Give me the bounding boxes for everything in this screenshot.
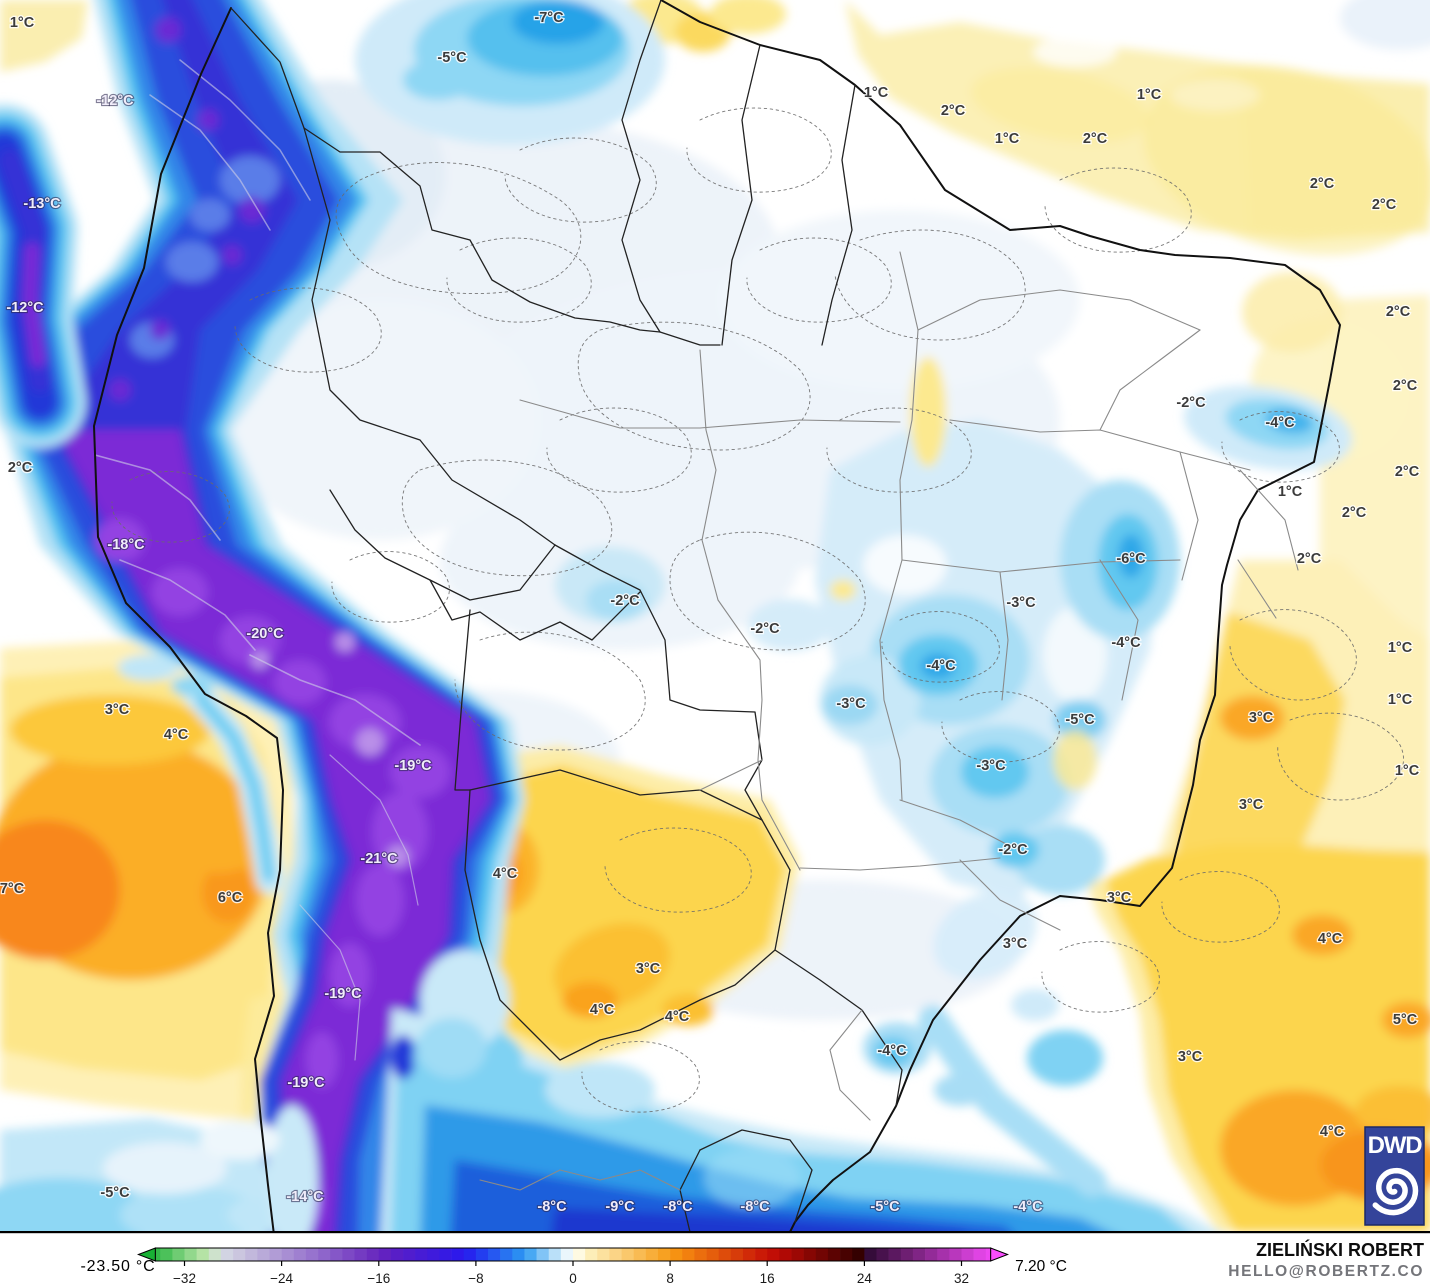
svg-text:3°C: 3°C [636, 961, 661, 977]
svg-text:-2°C: -2°C [610, 593, 640, 609]
svg-text:32: 32 [954, 1271, 969, 1286]
svg-text:1°C: 1°C [995, 131, 1020, 147]
svg-text:0: 0 [569, 1271, 577, 1286]
svg-text:4°C: 4°C [1318, 931, 1343, 947]
svg-text:-3°C: -3°C [1006, 595, 1036, 611]
svg-text:4°C: 4°C [493, 866, 518, 882]
svg-text:2°C: 2°C [1393, 378, 1418, 394]
svg-text:-19°C: -19°C [287, 1075, 325, 1091]
svg-text:1°C: 1°C [1388, 692, 1413, 708]
svg-text:-18°C: -18°C [107, 537, 145, 553]
svg-text:-3°C: -3°C [976, 758, 1006, 774]
svg-text:2°C: 2°C [1395, 464, 1420, 480]
svg-text:3°C: 3°C [1249, 710, 1274, 726]
svg-text:16: 16 [760, 1271, 775, 1286]
svg-text:-4°C: -4°C [926, 658, 956, 674]
svg-text:−8: −8 [468, 1271, 483, 1286]
svg-text:2°C: 2°C [1297, 551, 1322, 567]
svg-text:-14°C: -14°C [286, 1189, 324, 1205]
svg-text:-2°C: -2°C [998, 842, 1028, 858]
svg-text:-2°C: -2°C [1176, 395, 1206, 411]
svg-text:HELLO@ROBERTZ.CO: HELLO@ROBERTZ.CO [1228, 1263, 1424, 1280]
svg-text:2°C: 2°C [1342, 505, 1367, 521]
svg-text:1°C: 1°C [1395, 763, 1420, 779]
svg-text:-6°C: -6°C [1116, 551, 1146, 567]
svg-text:3°C: 3°C [1107, 890, 1132, 906]
svg-text:4°C: 4°C [590, 1002, 615, 1018]
svg-text:8: 8 [666, 1271, 674, 1286]
svg-text:-7°C: -7°C [534, 10, 564, 26]
svg-text:7.20 °C: 7.20 °C [1015, 1258, 1067, 1275]
svg-text:4°C: 4°C [164, 727, 189, 743]
svg-text:-20°C: -20°C [246, 626, 284, 642]
svg-text:2°C: 2°C [1372, 197, 1397, 213]
svg-text:-12°C: -12°C [96, 93, 134, 109]
svg-text:24: 24 [857, 1271, 873, 1286]
svg-text:2°C: 2°C [1310, 176, 1335, 192]
svg-text:4°C: 4°C [1320, 1124, 1345, 1140]
svg-text:7°C: 7°C [0, 881, 25, 897]
svg-text:-21°C: -21°C [360, 851, 398, 867]
svg-text:2°C: 2°C [1083, 131, 1108, 147]
svg-text:1°C: 1°C [1278, 484, 1303, 500]
svg-text:-19°C: -19°C [394, 758, 432, 774]
svg-text:2°C: 2°C [8, 460, 33, 476]
svg-text:−24: −24 [270, 1271, 293, 1286]
svg-text:2°C: 2°C [1386, 304, 1411, 320]
svg-text:-2°C: -2°C [750, 621, 780, 637]
svg-text:-5°C: -5°C [100, 1185, 130, 1201]
svg-text:-4°C: -4°C [1013, 1199, 1043, 1215]
svg-text:-8°C: -8°C [663, 1199, 693, 1215]
svg-text:-4°C: -4°C [877, 1043, 907, 1059]
svg-text:−32: −32 [173, 1271, 196, 1286]
svg-text:-5°C: -5°C [870, 1199, 900, 1215]
svg-text:4°C: 4°C [665, 1009, 690, 1025]
svg-text:-12°C: -12°C [6, 300, 44, 316]
svg-text:1°C: 1°C [10, 15, 35, 31]
svg-text:2°C: 2°C [941, 103, 966, 119]
svg-text:-8°C: -8°C [537, 1199, 567, 1215]
svg-text:3°C: 3°C [1239, 797, 1264, 813]
svg-text:ZIELIŃSKI ROBERT: ZIELIŃSKI ROBERT [1256, 1239, 1424, 1260]
svg-text:−16: −16 [367, 1271, 390, 1286]
svg-text:-3°C: -3°C [836, 696, 866, 712]
svg-text:3°C: 3°C [105, 702, 130, 718]
svg-text:-9°C: -9°C [605, 1199, 635, 1215]
svg-text:DWD: DWD [1368, 1132, 1423, 1159]
svg-text:-5°C: -5°C [1065, 712, 1095, 728]
svg-text:-19°C: -19°C [324, 986, 362, 1002]
svg-text:-23.50 °C: -23.50 °C [81, 1258, 156, 1275]
svg-text:-4°C: -4°C [1111, 635, 1141, 651]
svg-text:1°C: 1°C [864, 85, 889, 101]
svg-text:3°C: 3°C [1178, 1049, 1203, 1065]
svg-text:-5°C: -5°C [437, 50, 467, 66]
svg-text:6°C: 6°C [218, 890, 243, 906]
svg-text:1°C: 1°C [1388, 640, 1413, 656]
svg-text:-8°C: -8°C [740, 1199, 770, 1215]
svg-text:5°C: 5°C [1393, 1012, 1418, 1028]
svg-text:3°C: 3°C [1003, 936, 1028, 952]
svg-text:-13°C: -13°C [23, 196, 61, 212]
svg-text:-4°C: -4°C [1265, 415, 1295, 431]
svg-text:1°C: 1°C [1137, 87, 1162, 103]
